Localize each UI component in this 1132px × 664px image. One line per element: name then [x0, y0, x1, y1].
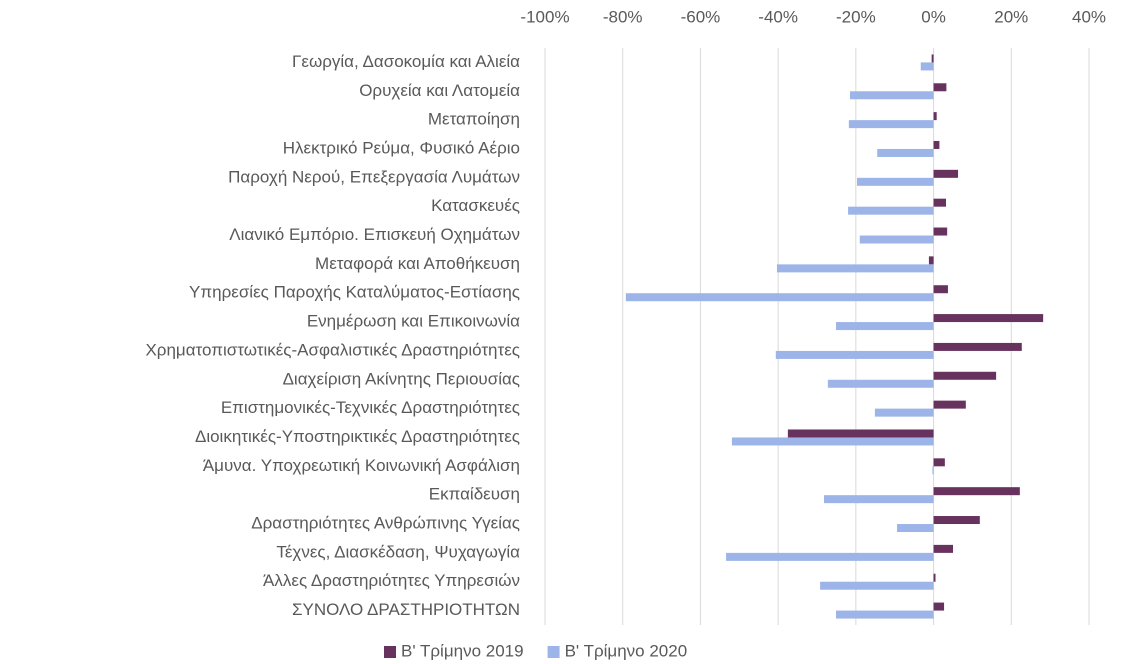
bar [933, 83, 947, 92]
bar [823, 495, 934, 504]
bar [848, 120, 934, 129]
bar [933, 112, 937, 121]
bar [820, 581, 934, 590]
category-label: Ενημέρωση και Επικοινωνία [307, 312, 520, 331]
bar [848, 206, 934, 215]
category-label: Γεωργία, Δασοκομία και Αλιεία [292, 52, 520, 71]
bar [775, 350, 934, 359]
bar [932, 466, 934, 475]
category-label: Κατασκευές [431, 196, 520, 215]
x-tick-label: -80% [603, 7, 643, 26]
bar [731, 437, 934, 446]
bar [776, 264, 934, 273]
bar [933, 342, 1022, 351]
x-tick-label: -100% [520, 7, 569, 26]
category-label: Τέχνες, Διασκέδαση, Ψυχαγωγία [276, 542, 520, 561]
category-label: Διαχείριση Ακίνητης Περιουσίας [283, 369, 520, 388]
category-label: Χρηματοπιστωτικές-Ασφαλιστικές Δραστηριό… [145, 340, 520, 359]
category-label: Υπηρεσίες Παροχής Καταλύματος-Εστίασης [189, 283, 520, 302]
bar [787, 429, 934, 438]
category-label: Παροχή Νερού, Επεξεργασία Λυμάτων [228, 167, 520, 186]
bar [931, 54, 934, 63]
category-label: Διοικητικές-Υποστηρικτικές Δραστηριότητε… [195, 427, 520, 446]
bar [933, 314, 1044, 323]
bar [827, 379, 934, 388]
category-label: Εκπαίδευση [429, 485, 520, 504]
category-label: Επιστημονικές-Τεχνικές Δραστηριότητες [221, 398, 520, 417]
bar [933, 573, 936, 582]
category-label: ΣΥΝΟΛΟ ΔΡΑΣΤΗΡΙΟΤΗΤΩΝ [292, 600, 520, 619]
bar [933, 285, 948, 294]
category-label: Λιανικό Εμπόριο. Επισκευή Οχημάτων [229, 225, 520, 244]
x-tick-label: -60% [681, 7, 721, 26]
bar [859, 235, 934, 244]
bar [726, 552, 934, 561]
bar [933, 227, 948, 236]
bar [877, 148, 934, 157]
x-tick-label: -20% [836, 7, 876, 26]
category-label: Δραστηριότητες Ανθρώπινης Υγείας [251, 514, 520, 533]
bar [920, 62, 934, 71]
category-label: Άλλες Δραστηριότητες Υπηρεσιών [263, 571, 520, 590]
category-label: Μεταποίηση [428, 110, 520, 129]
bar [933, 169, 959, 178]
category-label: Μεταφορά και Αποθήκευση [315, 254, 520, 273]
bar [850, 91, 934, 100]
bar [928, 256, 934, 265]
legend-swatch [384, 646, 396, 658]
bar [933, 140, 940, 149]
legend-swatch [547, 646, 560, 658]
bar [625, 293, 934, 302]
category-label: Άμυνα. Υποχρεωτική Κοινωνική Ασφάλιση [203, 456, 520, 475]
legend-label: Β' Τρίμηνο 2019 [401, 641, 524, 660]
x-tick-label: -40% [758, 7, 798, 26]
bar [897, 524, 934, 533]
bar [933, 487, 1020, 496]
x-tick-label: 0% [921, 7, 946, 26]
bar [874, 408, 934, 417]
x-tick-label: 40% [1072, 7, 1106, 26]
bar [836, 610, 934, 619]
bar [933, 516, 980, 525]
legend-label: Β' Τρίμηνο 2020 [565, 641, 688, 660]
bar [933, 371, 997, 380]
bar [933, 458, 945, 467]
bar [857, 177, 934, 186]
bar [933, 602, 945, 611]
x-tick-label: 20% [994, 7, 1028, 26]
bar [933, 400, 966, 409]
category-label: Ορυχεία και Λατομεία [359, 81, 520, 100]
bar [933, 198, 947, 207]
bar [836, 322, 934, 331]
category-label: Ηλεκτρικό Ρεύμα, Φυσικό Αέριο [283, 138, 520, 157]
bar [933, 544, 953, 553]
